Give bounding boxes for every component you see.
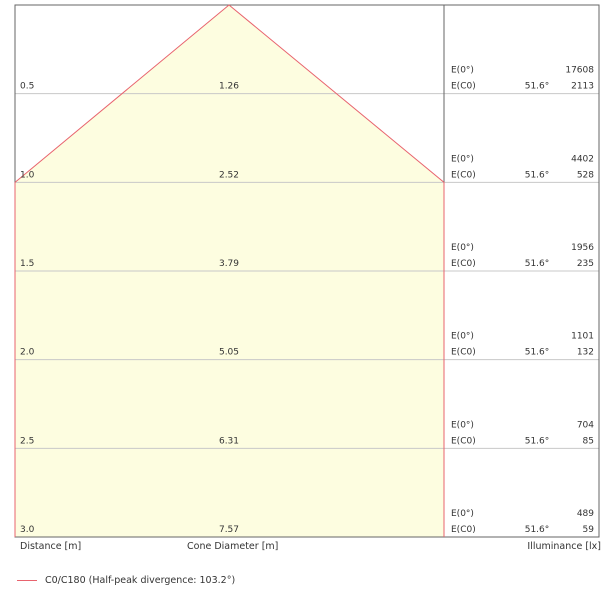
ec0-value: 132 [577, 348, 594, 358]
ec0-value: 528 [577, 170, 594, 180]
diameter-value: 7.57 [219, 525, 239, 535]
legend-label: C0/C180 (Half-peak divergence: 103.2°) [45, 574, 236, 586]
ec0-value: 2113 [571, 82, 594, 92]
angle-value: 51.6° [525, 170, 550, 180]
distance-axis-label: Distance [m] [20, 541, 82, 552]
diameter-value: 2.52 [219, 170, 239, 180]
distance-value: 3.0 [20, 525, 35, 535]
cone-diagram: 0.5 1.26 E(0°) E(C0) 51.6° 17608 2113 1.0 2.52 E(… [14, 4, 600, 538]
e0-label: E(0°) [451, 420, 474, 430]
ec0-label: E(C0) [451, 170, 476, 180]
ec0-value: 59 [583, 525, 595, 535]
angle-value: 51.6° [525, 259, 550, 269]
diameter-value: 6.31 [219, 436, 239, 446]
e0-value: 1956 [571, 243, 594, 253]
e0-label: E(0°) [451, 509, 474, 519]
distance-value: 2.0 [20, 348, 35, 358]
angle-value: 51.6° [525, 348, 550, 358]
illuminance-axis-label: Illuminance [lx] [527, 541, 601, 552]
angle-value: 51.6° [525, 436, 550, 446]
distance-value: 0.5 [20, 82, 34, 92]
e0-label: E(0°) [451, 66, 474, 76]
e0-label: E(0°) [451, 154, 474, 164]
diameter-value: 5.05 [219, 348, 239, 358]
legend-line-swatch [17, 579, 37, 581]
ec0-label: E(C0) [451, 436, 476, 446]
ec0-label: E(C0) [451, 348, 476, 358]
diameter-value: 1.26 [219, 82, 239, 92]
e0-value: 4402 [571, 154, 594, 164]
distance-value: 2.5 [20, 436, 34, 446]
angle-value: 51.6° [525, 82, 550, 92]
e0-value: 489 [577, 509, 594, 519]
distance-value: 1.0 [20, 170, 35, 180]
legend: C0/C180 (Half-peak divergence: 103.2°) [17, 573, 235, 587]
e0-label: E(0°) [451, 243, 474, 253]
cone-diameter-axis-label: Cone Diameter [m] [187, 541, 279, 552]
cone-outline-c0-c180 [14, 4, 445, 537]
ec0-label: E(C0) [451, 259, 476, 269]
ec0-value: 235 [577, 259, 594, 269]
angle-value: 51.6° [525, 525, 550, 535]
e0-label: E(0°) [451, 332, 474, 342]
e0-value: 17608 [565, 66, 594, 76]
ec0-label: E(C0) [451, 525, 476, 535]
distance-value: 1.5 [20, 259, 34, 269]
diameter-value: 3.79 [219, 259, 239, 269]
e0-value: 1101 [571, 332, 594, 342]
ec0-label: E(C0) [451, 82, 476, 92]
e0-value: 704 [577, 420, 594, 430]
ec0-value: 85 [583, 436, 594, 446]
